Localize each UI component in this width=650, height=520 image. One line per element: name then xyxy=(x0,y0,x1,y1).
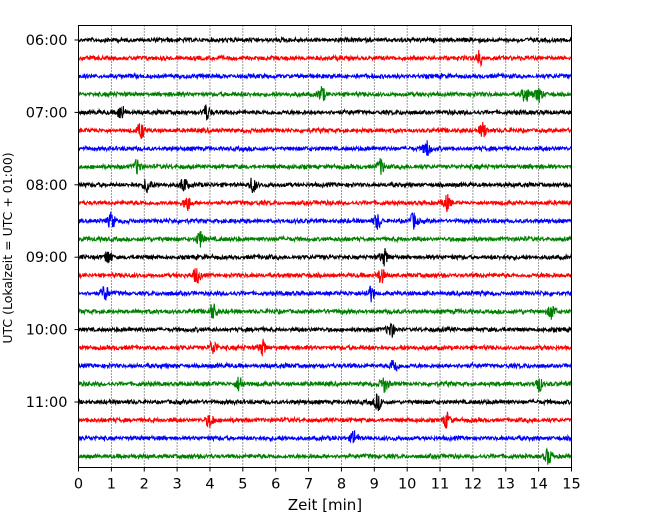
x-tick-label: 10 xyxy=(398,477,416,493)
y-tick-label: 10:00 xyxy=(26,323,68,339)
x-tick-label: 13 xyxy=(497,477,515,493)
trace-layer xyxy=(77,35,573,465)
y-axis-label: UTC (Lokalzeit = UTC + 01:00) xyxy=(0,152,15,343)
trace-0715 xyxy=(77,121,573,140)
trace-0845 xyxy=(77,230,573,248)
x-tick-label: 11 xyxy=(431,477,449,493)
x-tick-label: 5 xyxy=(238,477,247,493)
x-tick-label: 12 xyxy=(464,477,482,493)
x-tick-label: 4 xyxy=(205,477,214,493)
x-axis-label: Zeit [min] xyxy=(288,496,362,514)
trace-0700 xyxy=(77,104,573,121)
trace-1115 xyxy=(78,411,573,429)
x-tick-label: 0 xyxy=(74,477,83,493)
plot-frame xyxy=(78,25,572,468)
trace-1015 xyxy=(78,338,572,357)
y-axis-ticks: 06:00 07:00 08:00 09:00 10:00 11:00 xyxy=(26,33,79,411)
trace-0645 xyxy=(78,86,573,104)
x-tick-label: 8 xyxy=(337,477,346,493)
trace-0745 xyxy=(77,157,572,175)
trace-1100 xyxy=(78,393,572,412)
x-tick-label: 7 xyxy=(304,477,313,493)
y-tick-label: 11:00 xyxy=(26,395,68,411)
trace-0730 xyxy=(77,140,573,156)
x-tick-label: 2 xyxy=(140,477,149,493)
x-tick-label: 9 xyxy=(370,477,379,493)
x-tick-label: 6 xyxy=(271,477,280,493)
trace-0600 xyxy=(77,35,572,45)
trace-0830 xyxy=(77,211,573,230)
trace-1145 xyxy=(78,447,572,465)
y-tick-label: 09:00 xyxy=(26,250,68,266)
trace-1000 xyxy=(77,322,572,338)
x-tick-label: 14 xyxy=(529,477,547,493)
trace-0630 xyxy=(77,71,573,81)
y-tick-label: 06:00 xyxy=(26,33,68,49)
x-tick-label: 3 xyxy=(172,477,181,493)
trace-0615 xyxy=(77,49,572,68)
trace-1130 xyxy=(77,430,572,444)
x-axis-ticks: 0 1 2 3 4 5 6 7 8 9 10 11 12 13 14 15 xyxy=(74,467,581,493)
y-tick-label: 07:00 xyxy=(26,105,68,121)
x-tick-label: 15 xyxy=(562,477,580,493)
y-tick-label: 08:00 xyxy=(26,178,68,194)
trace-1030 xyxy=(77,359,573,373)
trace-1045 xyxy=(78,376,572,393)
trace-0915 xyxy=(78,268,573,284)
trace-0900 xyxy=(77,248,573,267)
trace-0945 xyxy=(77,303,573,320)
trace-0930 xyxy=(77,285,573,303)
trace-0800 xyxy=(78,177,572,194)
trace-0815 xyxy=(77,193,573,212)
x-tick-label: 1 xyxy=(107,477,116,493)
